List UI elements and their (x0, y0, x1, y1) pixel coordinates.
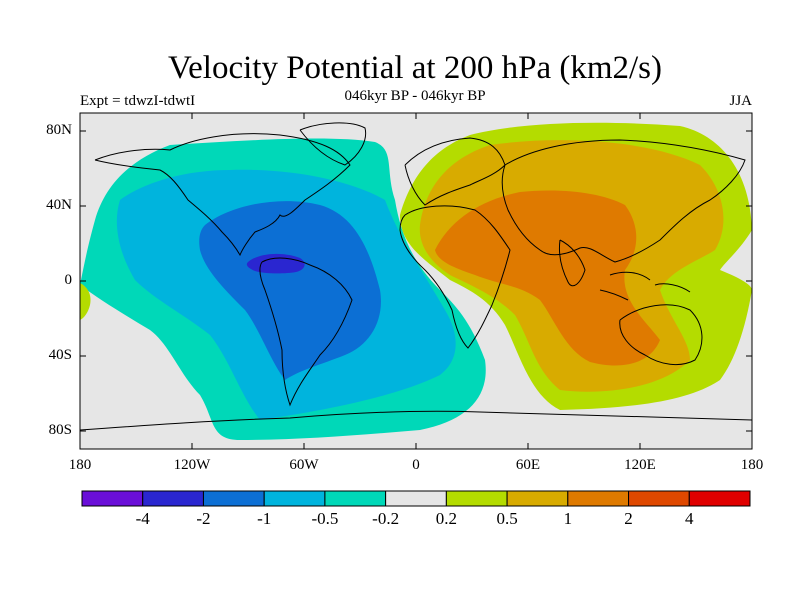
colorbar-box (567, 490, 630, 507)
contour-pos-1 (435, 190, 660, 366)
colorbar-box (445, 490, 508, 507)
colorbar-box (263, 490, 326, 507)
colorbar-label: -1 (257, 509, 272, 528)
experiment-label: Expt = tdwzI-tdwtI (80, 93, 196, 109)
coast-south-america (259, 257, 353, 407)
axis-ticks (80, 113, 752, 449)
coast-antarctica (80, 410, 752, 431)
lat-label-0: 0 (64, 272, 73, 288)
colorbar-label: -4 (135, 509, 150, 528)
contour-pos-0p2-west (80, 283, 91, 320)
colorbar-box (202, 490, 265, 507)
colorbar-box (688, 490, 751, 507)
lon-label-120w: 120W (173, 457, 211, 473)
contour-field (80, 113, 752, 449)
lon-label-120e: 120E (624, 457, 656, 473)
lon-label-180e: 180 (740, 457, 764, 473)
colorbar-box (324, 490, 387, 507)
colorbar-box (506, 490, 569, 507)
lon-label-60e: 60E (515, 457, 541, 473)
lat-label-80s: 80S (48, 422, 72, 438)
lat-label-40s: 40S (48, 347, 72, 363)
lon-label-0: 0 (412, 457, 420, 473)
lon-label-60w: 60W (289, 457, 319, 473)
colorbar-box (142, 490, 204, 507)
colorbar-label: 4 (685, 509, 694, 528)
lat-label-40n: 40N (46, 197, 72, 213)
lat-label-80n: 80N (46, 122, 72, 138)
map-title: Velocity Potential at 200 hPa (km2/s) (167, 50, 663, 86)
coast-asia (501, 139, 746, 263)
coast-africa (399, 205, 511, 349)
colorbar-label: -0.5 (311, 509, 339, 528)
coast-north-america (94, 133, 351, 257)
colorbar-box (628, 490, 690, 507)
coast-greenland (299, 122, 367, 166)
colorbar-label: 0.5 (496, 509, 518, 528)
coast-india (559, 239, 586, 287)
colorbar-label: -0.2 (372, 509, 400, 528)
colorbar (81, 490, 751, 507)
colorbar-label: 1 (563, 509, 573, 528)
colorbar-label: 0.2 (435, 509, 457, 528)
colorbar-box (385, 490, 447, 507)
season-label: JJA (729, 93, 752, 109)
colorbar-box (81, 490, 144, 507)
colorbar-label: -2 (196, 509, 211, 528)
coast-maritime-continent (599, 271, 691, 301)
lon-label-180w: 180 (68, 457, 92, 473)
coastlines (80, 122, 752, 431)
colorbar-label: 2 (624, 509, 633, 528)
coast-australia (619, 304, 703, 366)
map-subtitle: 046kyr BP - 046kyr BP (344, 88, 486, 104)
coast-europe (404, 137, 506, 206)
